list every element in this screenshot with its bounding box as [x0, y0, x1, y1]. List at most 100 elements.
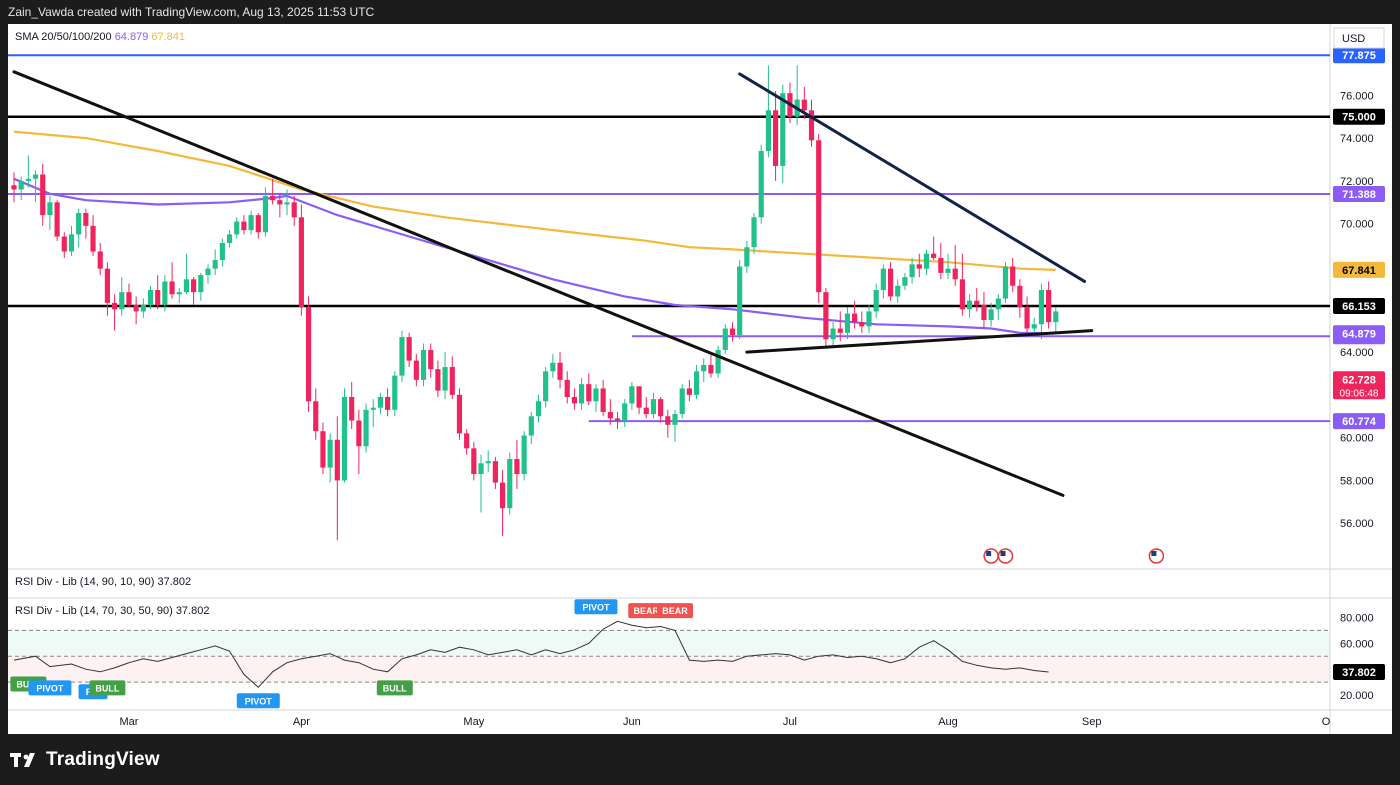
economic-event-flag-icon: [983, 548, 999, 564]
sma-legend: SMA 20/50/100/200 64.879 67.841: [15, 31, 185, 43]
candle-bullish: [744, 247, 750, 267]
candle-bullish: [844, 313, 851, 333]
candle-bullish: [995, 298, 1001, 310]
candle-bearish: [1017, 285, 1023, 308]
candle-bearish: [305, 307, 312, 402]
candle-bearish: [112, 302, 118, 310]
candle-bearish: [981, 305, 987, 320]
time-axis-label: Sep: [1082, 716, 1102, 728]
rsi-signal-marker: BULL: [89, 680, 126, 696]
candle-bearish: [823, 292, 829, 340]
rsi-overbought-zone: [8, 630, 1330, 657]
candle-bearish: [334, 439, 340, 481]
candle-bullish: [895, 285, 901, 297]
candle-bullish: [212, 260, 218, 269]
rsi-signal-marker-label: BULL: [383, 683, 407, 693]
candle-bearish: [586, 384, 592, 402]
candle-bullish: [923, 253, 930, 269]
tradingview-logo-icon: [10, 753, 35, 767]
candle-bearish: [90, 225, 96, 252]
candle-bearish: [499, 482, 506, 509]
candle-bearish: [801, 99, 807, 111]
candle-bullish: [140, 305, 146, 312]
price-axis-tick: 72.000: [1340, 176, 1374, 188]
level-price-label: [1333, 413, 1385, 430]
level-price-label-text: 75.000: [1342, 112, 1376, 124]
time-axis-label: Mar: [119, 716, 138, 728]
candle-bullish: [1053, 311, 1059, 323]
level-price-label: [1333, 186, 1385, 203]
rsi-value-label: [1333, 664, 1385, 681]
candle-bearish: [406, 337, 412, 361]
rsi-signal-marker: PIVOT: [236, 693, 280, 709]
candle-bullish: [370, 407, 376, 410]
candle-bearish: [887, 268, 894, 297]
candle-bullish: [25, 178, 31, 181]
candle-bullish: [593, 388, 599, 402]
candle-bearish: [614, 418, 621, 421]
level-price-label-text: 60.774: [1342, 416, 1377, 428]
candle-bearish: [938, 257, 944, 273]
rsi-panel-1-legend: RSI Div - Lib (14, 90, 10, 90) 37.802: [15, 576, 191, 588]
candle-bullish: [363, 409, 369, 447]
candle-bearish: [837, 328, 843, 333]
trendline: [12, 70, 1065, 497]
candle-bullish: [521, 435, 527, 475]
rsi-signal-marker: PIVOT: [28, 680, 72, 696]
candle-bullish: [162, 281, 168, 305]
candle-bullish: [693, 371, 700, 395]
rsi-signal-marker-label: BEAR: [634, 606, 660, 616]
candle-bullish: [751, 217, 757, 248]
candle-bearish: [449, 367, 455, 395]
candle-bearish: [514, 459, 520, 475]
candle-bearish: [241, 221, 247, 231]
sma-100-line: [13, 177, 1056, 335]
price-chart[interactable]: 76.00074.00072.00070.00068.00064.00062.0…: [8, 24, 1392, 734]
candle-bullish: [392, 375, 398, 410]
price-label: [1333, 371, 1385, 400]
candle-bullish: [485, 461, 491, 464]
rsi-signal-marker-label: BEAR: [662, 606, 688, 616]
rsi-signal-marker: BEAR: [657, 603, 693, 619]
candle-bullish: [830, 328, 836, 340]
candle-bearish: [816, 140, 822, 293]
candle-bearish: [852, 313, 858, 323]
candle-bearish: [270, 195, 276, 201]
time-axis-label: Aug: [938, 716, 958, 728]
candle-bullish: [758, 150, 764, 218]
candle-bullish: [629, 386, 635, 404]
rsi-axis-tick: 60.000: [1340, 638, 1374, 650]
candle-bullish: [737, 266, 743, 335]
candle-bearish: [1010, 266, 1016, 286]
candle-bearish: [859, 322, 865, 327]
candle-bullish: [535, 401, 542, 417]
candle-bullish: [550, 362, 556, 372]
candle-bearish: [974, 300, 980, 305]
rsi-panel-2-legend: RSI Div - Lib (14, 70, 30, 50, 90) 37.80…: [15, 605, 209, 617]
rsi-oversold-zone: [8, 656, 1330, 683]
candle-bullish: [622, 403, 628, 421]
time-axis-label: Jul: [783, 716, 797, 728]
candle-bullish: [442, 367, 448, 391]
tradingview-wordmark: TradingView: [46, 749, 160, 770]
candle-bearish: [471, 448, 477, 475]
price-axis-tick: 64.000: [1340, 347, 1374, 359]
time-axis-label: Apr: [293, 716, 310, 728]
candle-bullish: [176, 292, 182, 295]
candle-bearish: [952, 268, 958, 280]
tradingview-brand[interactable]: TradingView: [10, 746, 160, 774]
candle-bearish: [277, 200, 283, 205]
candle-bearish: [126, 292, 132, 305]
candle-bearish: [931, 253, 937, 258]
candle-bullish: [147, 290, 154, 305]
candle-bullish: [18, 180, 24, 190]
candle-bearish: [643, 407, 649, 415]
candle-bullish: [909, 264, 915, 278]
candle-bullish: [1038, 290, 1045, 325]
candle-bearish: [83, 213, 89, 226]
candle-bearish: [61, 236, 67, 252]
candle-bearish: [708, 364, 714, 374]
rsi-axis-tick: 80.000: [1340, 612, 1374, 624]
candle-bullish: [327, 439, 333, 468]
chart-frame[interactable]: 76.00074.00072.00070.00068.00064.00062.0…: [8, 24, 1392, 734]
